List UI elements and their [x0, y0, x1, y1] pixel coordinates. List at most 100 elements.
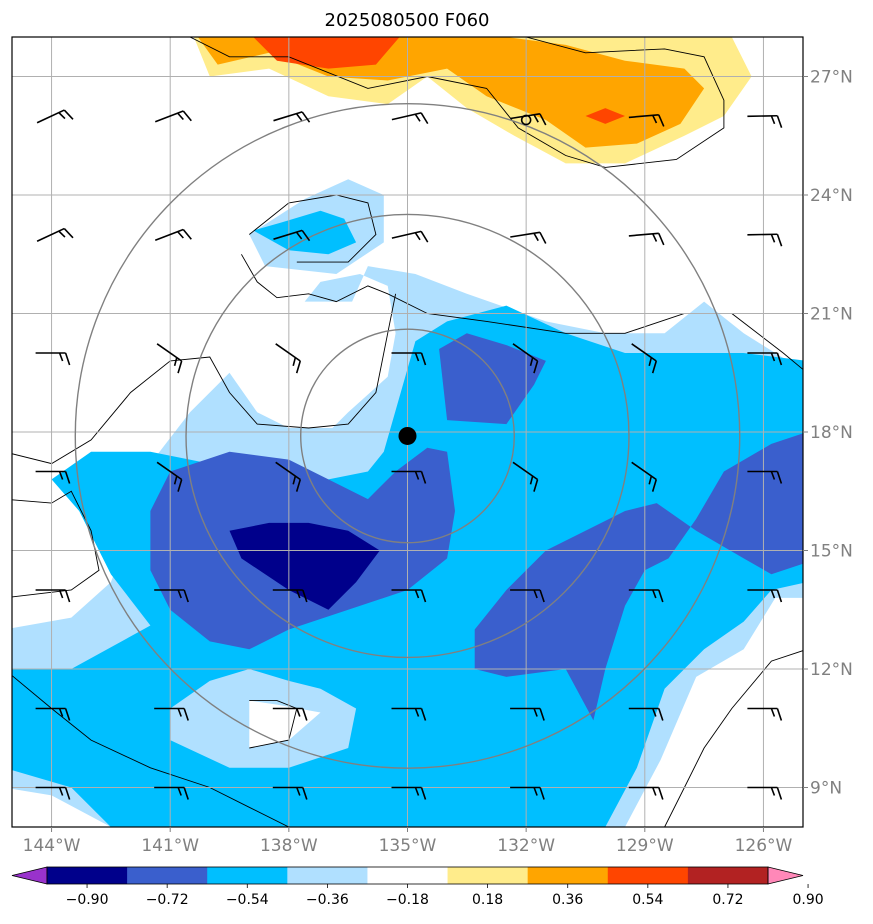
wind-barb	[273, 229, 311, 242]
contour-line-6	[664, 650, 803, 827]
wind-barb	[154, 110, 192, 123]
y-tick-label: 27°N	[810, 68, 853, 88]
colorbar-segment-5	[447, 867, 529, 884]
colorbar-extend-low	[11, 866, 48, 885]
colorbar-tick-label: −0.72	[146, 892, 189, 908]
colorbar-segment-6	[527, 867, 609, 884]
shaded-region-9	[474, 433, 803, 721]
wind-barb	[391, 589, 427, 603]
wind-barb	[35, 707, 71, 721]
wind-barbs	[35, 109, 783, 800]
colorbar-tick-label: 0.54	[632, 892, 663, 908]
secondary-marker	[520, 114, 532, 126]
wind-barb	[747, 589, 783, 603]
colorbar-segment-1	[127, 867, 208, 884]
range-rings	[74, 103, 741, 769]
y-tick-label: 9°N	[810, 779, 842, 799]
plot-area	[12, 37, 803, 827]
colorbar-segment-0	[47, 867, 128, 884]
wind-barb	[391, 786, 427, 800]
wind-barb	[35, 786, 71, 800]
range-ring-0	[300, 328, 515, 544]
wind-barb	[391, 352, 427, 366]
colorbar-tick-label: −0.18	[386, 892, 429, 908]
wind-barb	[275, 461, 302, 492]
y-tick-label: 18°N	[810, 423, 853, 443]
wind-barb	[36, 109, 74, 124]
wind-barb	[747, 352, 783, 366]
wind-barb	[391, 470, 427, 484]
wind-barb	[156, 461, 183, 492]
wind-barb	[631, 343, 658, 374]
x-tick-label: 135°W	[379, 836, 437, 856]
wind-barb	[510, 786, 545, 800]
y-tick-label: 21°N	[810, 305, 853, 325]
markers	[398, 114, 532, 445]
range-ring-2	[74, 103, 741, 769]
wind-barb	[35, 589, 71, 603]
chart-title: 2025080500 F060	[325, 10, 490, 31]
shaded-region-6	[253, 210, 357, 255]
wind-barb	[747, 470, 783, 484]
wind-barb	[510, 589, 545, 603]
colorbar-tick-label: −0.36	[306, 892, 349, 908]
wind-barb	[628, 589, 664, 603]
contour-line-0	[189, 37, 725, 168]
gridlines	[12, 37, 803, 827]
shaded-region-5	[249, 700, 321, 748]
x-tick-label: 126°W	[735, 836, 793, 856]
colorbar: −0.90 −0.72 −0.54 −0.36 −0.18 0.18 0.36 0.54 0.7…	[11, 866, 824, 908]
wind-barb	[275, 343, 302, 374]
wind-barb	[628, 786, 664, 800]
colorbar-segment-8	[687, 867, 769, 884]
wind-barb	[512, 461, 539, 492]
wind-barb	[631, 461, 658, 492]
colorbar-extend-high	[767, 866, 804, 885]
shaded-region-14	[585, 108, 625, 124]
colorbar-tick-label: −0.54	[226, 892, 269, 908]
wind-barb	[747, 707, 783, 721]
shaded-region-8	[439, 333, 546, 425]
wind-barb	[154, 707, 189, 721]
y-tick-label: 12°N	[810, 660, 853, 680]
colorbar-segment-3	[287, 867, 368, 884]
wind-barb	[628, 232, 665, 246]
contour-line-2	[12, 293, 397, 465]
wind-barb	[391, 112, 429, 125]
colorbar-tick-label: −0.90	[66, 892, 109, 908]
wind-barb	[35, 352, 71, 366]
colorbar-segment-4	[367, 867, 449, 884]
y-tick-label: 15°N	[810, 542, 853, 562]
shaded-region-10	[229, 522, 380, 610]
wind-barb	[154, 786, 189, 800]
wind-barb	[747, 786, 783, 800]
wind-barb	[272, 786, 308, 800]
wind-barb	[36, 227, 74, 242]
colorbar-tick-label: 0.90	[792, 892, 823, 908]
wind-barb	[510, 231, 547, 244]
wind-barb	[747, 233, 783, 247]
wind-barb	[35, 470, 71, 484]
wind-barb	[156, 343, 183, 374]
shaded-region-13	[253, 37, 400, 69]
colorbar-tick-label: 0.36	[552, 892, 583, 908]
y-tick-label: 24°N	[810, 186, 853, 206]
shaded-region-2	[12, 476, 103, 606]
storm-center-marker	[398, 426, 417, 445]
wind-barb	[747, 114, 783, 128]
colorbar-segment-2	[207, 867, 288, 884]
wind-barb	[391, 230, 429, 243]
colorbar-segment-7	[607, 867, 689, 884]
wind-barb	[154, 228, 192, 241]
wind-barb	[272, 589, 308, 603]
wind-barb	[154, 589, 189, 603]
colorbar-tick-label: 0.18	[472, 892, 503, 908]
wind-barb	[628, 113, 665, 127]
x-tick-label: 132°W	[497, 836, 555, 856]
y-axis: 9°N 12°N 15°N 18°N 21°N 24°N 27°N	[803, 68, 853, 799]
wind-barb	[512, 343, 539, 374]
x-tick-label: 144°W	[23, 836, 81, 856]
wind-barb	[272, 707, 308, 721]
wind-barb	[273, 111, 311, 123]
